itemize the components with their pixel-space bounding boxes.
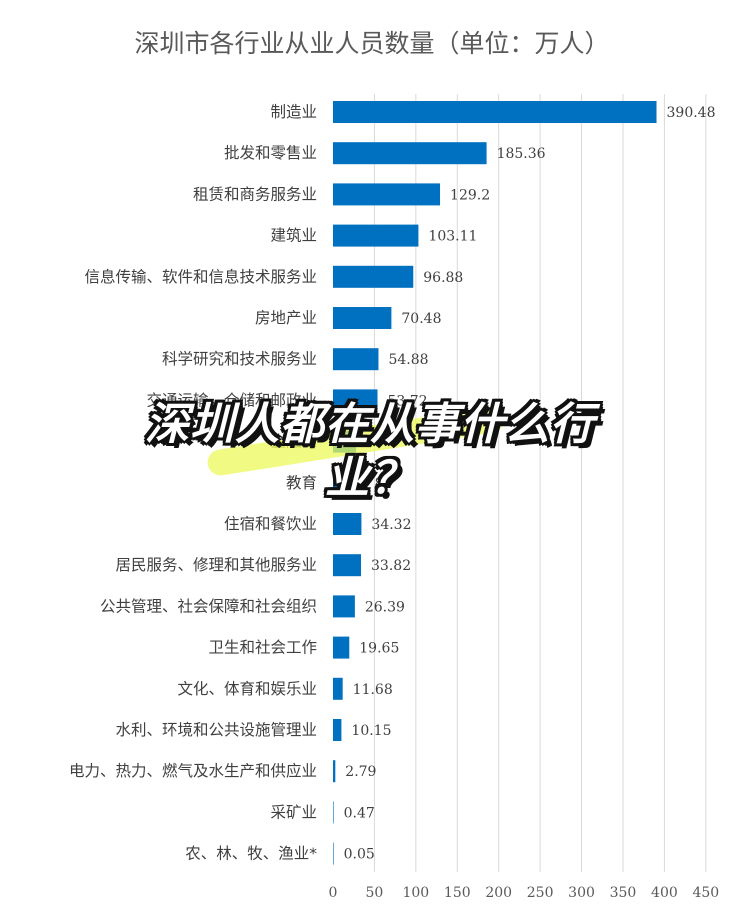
bar bbox=[333, 636, 350, 659]
value-label: 54.88 bbox=[388, 352, 428, 368]
value-label: 0.05 bbox=[344, 847, 375, 863]
x-tick-label: 250 bbox=[527, 885, 554, 901]
value-label: 33.82 bbox=[371, 558, 411, 574]
x-tick-label: 50 bbox=[366, 885, 384, 901]
bar bbox=[333, 842, 334, 865]
category-label: 制造业 bbox=[270, 103, 317, 121]
bars bbox=[333, 101, 657, 865]
x-tick-label: 400 bbox=[651, 885, 678, 901]
bar bbox=[333, 801, 334, 824]
value-label: 11.68 bbox=[353, 682, 393, 698]
bar bbox=[333, 760, 336, 783]
value-label: 390.48 bbox=[667, 105, 716, 121]
value-label: 34.32 bbox=[371, 517, 411, 533]
value-label: 2.79 bbox=[345, 764, 376, 780]
category-label: 居民服务、修理和其他服务业 bbox=[115, 556, 317, 574]
value-label: 96.88 bbox=[423, 270, 463, 286]
category-label: 农、林、牧、渔业* bbox=[185, 845, 317, 863]
x-tick-label: 450 bbox=[692, 885, 719, 901]
value-label: 129.2 bbox=[450, 187, 490, 203]
category-label: 卫生和社会工作 bbox=[208, 639, 317, 657]
bar bbox=[333, 348, 379, 371]
category-label: 交通运输、仓储和邮政业 bbox=[146, 391, 317, 409]
bar bbox=[333, 224, 419, 247]
bar bbox=[333, 183, 441, 206]
category-label: 建筑业 bbox=[270, 227, 317, 245]
bar bbox=[333, 554, 362, 577]
x-tick-label: 300 bbox=[568, 885, 595, 901]
bar bbox=[333, 389, 378, 412]
value-label: 53.72 bbox=[388, 393, 428, 409]
value-labels: 390.48 185.36 129.2 103.11 96.88 70.48 54.88 53… bbox=[344, 105, 716, 863]
value-label: 10.15 bbox=[351, 723, 391, 739]
x-tick-label: 350 bbox=[610, 885, 637, 901]
chart-title: 深圳市各行业从业人员数量（单位：万人） bbox=[134, 29, 609, 58]
bar bbox=[333, 719, 342, 741]
overlay-caption-line-1: 深圳人都在从事什么行 bbox=[145, 399, 595, 450]
x-axis-ticks: 0 50 100 150 200 250 300 350 400 450 bbox=[329, 885, 720, 901]
value-label: 26.39 bbox=[365, 599, 405, 615]
category-label: 住宿和餐饮业 bbox=[224, 515, 317, 533]
x-tick-label: 0 bbox=[329, 885, 338, 901]
value-label: 0.47 bbox=[344, 805, 375, 821]
overlay-caption: 深圳人都在从事什么行 业？ bbox=[110, 398, 630, 506]
bar bbox=[333, 595, 355, 618]
bar bbox=[333, 265, 414, 288]
gridlines bbox=[373, 94, 707, 872]
value-label: 70.48 bbox=[401, 311, 441, 327]
category-label: 电力、热力、燃气及水生产和供应业 bbox=[69, 761, 317, 780]
x-tick-label: 100 bbox=[402, 885, 429, 901]
category-label: 科学研究和技术服务业 bbox=[162, 350, 317, 368]
value-label: 103.11 bbox=[428, 229, 477, 245]
bar bbox=[333, 142, 487, 165]
x-tick-label: 200 bbox=[485, 885, 512, 901]
bar bbox=[333, 677, 343, 700]
bar bbox=[333, 513, 362, 535]
category-label: 教育 bbox=[286, 474, 317, 492]
category-label: 文化、体育和娱乐业 bbox=[177, 680, 317, 698]
value-label: 8 bbox=[374, 476, 383, 492]
category-label: 租赁和商务服务业 bbox=[193, 185, 317, 203]
value-label: 185.36 bbox=[497, 146, 546, 162]
category-labels: 制造业批发和零售业租赁和商务服务业建筑业信息传输、软件和信息技术服务业房地产业科… bbox=[69, 103, 317, 863]
category-label: 批发和零售业 bbox=[224, 144, 317, 162]
category-label: 公共管理、社会保障和社会组织 bbox=[100, 597, 317, 615]
value-label: 19.65 bbox=[359, 641, 399, 657]
category-label: 房地产业 bbox=[255, 309, 317, 327]
bar bbox=[333, 101, 657, 123]
category-label: 信息传输、软件和信息技术服务业 bbox=[84, 268, 317, 286]
category-label: 水利、环境和公共设施管理业 bbox=[115, 720, 317, 739]
x-tick-label: 150 bbox=[444, 885, 471, 901]
overlay-caption-line-2: 业？ bbox=[325, 453, 415, 504]
bar bbox=[333, 471, 365, 494]
category-label: 采矿业 bbox=[270, 803, 317, 821]
bar bbox=[333, 307, 392, 329]
